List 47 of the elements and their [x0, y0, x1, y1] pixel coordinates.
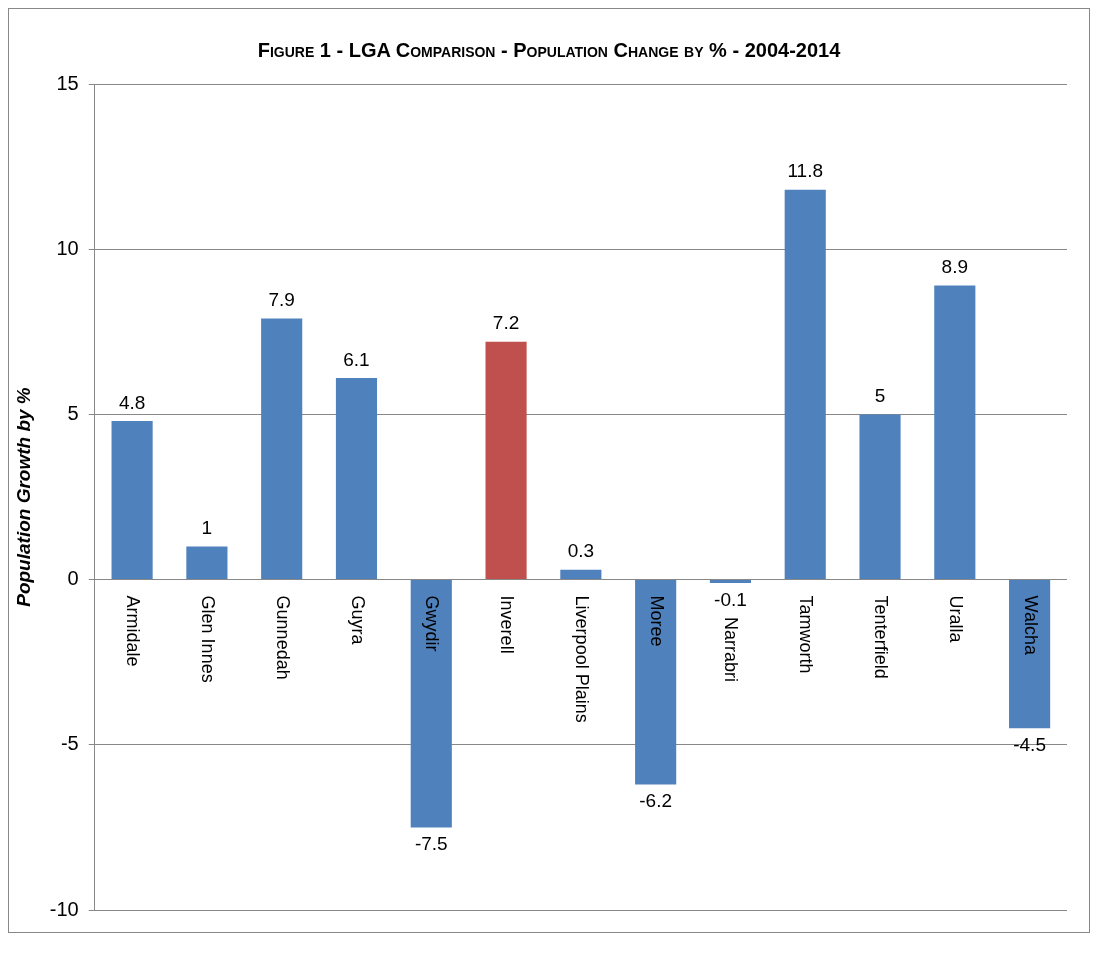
x-tick-label: Uralla	[945, 595, 966, 644]
data-label: 7.9	[268, 289, 295, 311]
data-label: 11.8	[787, 160, 824, 182]
bar	[261, 318, 303, 580]
data-label: 4.8	[118, 391, 146, 413]
data-label: 1	[201, 517, 213, 539]
x-tick-label: Gwydir	[422, 595, 443, 652]
bar	[784, 189, 826, 580]
x-tick-label: Tenterfield	[871, 595, 892, 679]
bar	[410, 580, 452, 828]
y-tick-label: -10	[49, 897, 79, 920]
data-label: -7.5	[414, 833, 448, 855]
bar	[485, 341, 527, 580]
x-tick-label: Walcha	[1020, 595, 1041, 656]
bar	[111, 421, 153, 580]
bar	[635, 580, 677, 785]
data-label: 8.9	[941, 256, 969, 278]
y-tick-label: 15	[56, 71, 79, 94]
data-label: 0.3	[567, 540, 595, 562]
data-label: 6.1	[343, 348, 370, 370]
y-tick-label: 0	[67, 567, 79, 590]
x-tick-label: Inverell	[497, 595, 518, 654]
bar	[709, 580, 752, 583]
x-tick-label: Liverpool Plains	[571, 595, 592, 723]
bar	[186, 546, 228, 580]
bar	[859, 414, 901, 580]
x-tick-label: Narrabri	[721, 616, 742, 682]
data-label: -6.2	[639, 790, 673, 812]
bar	[335, 378, 378, 580]
x-tick-label: Moree	[646, 595, 667, 647]
y-axis-title: Population Growth by %	[12, 387, 34, 607]
data-label: 7.2	[492, 312, 520, 334]
data-label: -0.1	[714, 588, 747, 610]
x-tick-label: Armidale	[123, 595, 144, 667]
x-tick-label: Tamworth	[796, 595, 817, 674]
x-tick-label: Glen Innes	[197, 595, 218, 683]
bar	[934, 285, 976, 580]
x-tick-label: Guyra	[347, 595, 368, 646]
bar	[1009, 580, 1051, 729]
bar	[560, 569, 602, 580]
y-tick-label: 5	[67, 401, 79, 424]
data-label: 5	[874, 385, 886, 407]
y-tick-label: -5	[60, 732, 79, 755]
y-tick-label: 10	[56, 236, 79, 259]
data-label: -4.5	[1013, 734, 1046, 756]
x-tick-label: Gunnedah	[272, 595, 293, 680]
chart-title: Figure 1 - LGA Comparison - Population Change by % - 2004-2014	[256, 38, 842, 62]
